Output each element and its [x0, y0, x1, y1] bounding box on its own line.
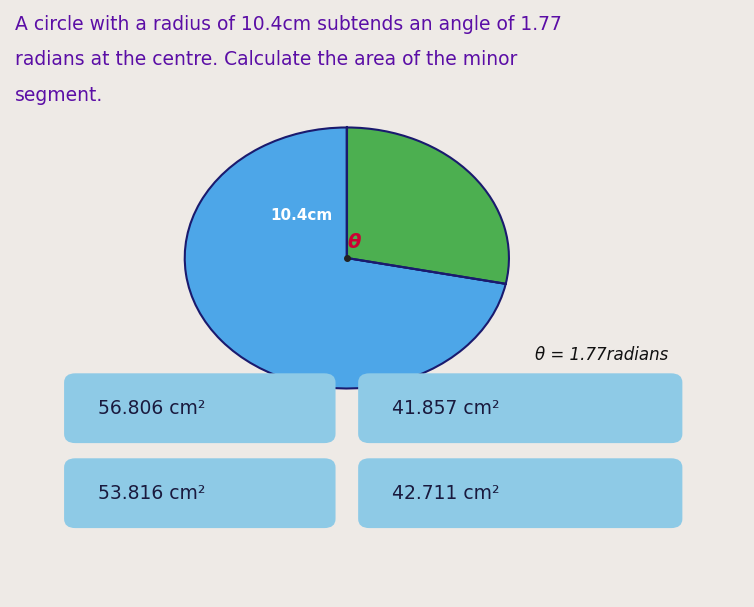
FancyBboxPatch shape: [358, 373, 682, 443]
FancyBboxPatch shape: [64, 373, 336, 443]
Text: 10.4cm: 10.4cm: [271, 208, 333, 223]
Wedge shape: [347, 127, 509, 284]
Text: θ = 1.77radians: θ = 1.77radians: [535, 346, 669, 364]
Text: 56.806 cm²: 56.806 cm²: [98, 399, 205, 418]
FancyBboxPatch shape: [358, 458, 682, 528]
Text: A circle with a radius of 10.4cm subtends an angle of 1.77: A circle with a radius of 10.4cm subtend…: [15, 15, 562, 34]
Text: 42.711 cm²: 42.711 cm²: [392, 484, 500, 503]
Text: 41.857 cm²: 41.857 cm²: [392, 399, 500, 418]
Wedge shape: [185, 127, 506, 388]
FancyBboxPatch shape: [64, 458, 336, 528]
Text: θ: θ: [348, 233, 361, 253]
Text: radians at the centre. Calculate the area of the minor: radians at the centre. Calculate the are…: [15, 50, 517, 69]
Text: segment.: segment.: [15, 86, 103, 104]
Text: 53.816 cm²: 53.816 cm²: [98, 484, 205, 503]
